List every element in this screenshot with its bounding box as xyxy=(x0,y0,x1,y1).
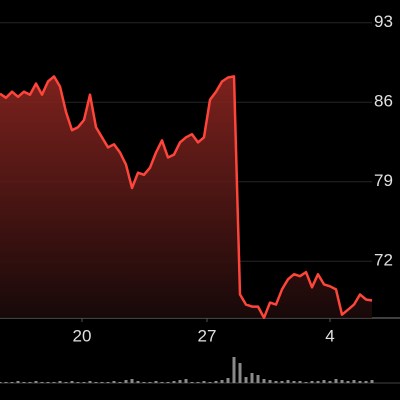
y-tick-label: 79 xyxy=(374,171,393,190)
volume-bar xyxy=(220,380,224,383)
volume-bar xyxy=(46,382,50,383)
volume-bar xyxy=(100,382,104,383)
volume-bar xyxy=(256,375,260,383)
volume-bar xyxy=(106,382,110,383)
volume-bar xyxy=(226,378,230,383)
volume-bar xyxy=(160,382,164,383)
volume-bar xyxy=(268,380,272,383)
volume-bar xyxy=(334,379,338,383)
volume-bar xyxy=(94,382,98,383)
volume-bar xyxy=(112,381,116,383)
volume-bar xyxy=(166,382,170,383)
volume-bar xyxy=(292,381,296,383)
volume-bar xyxy=(88,381,92,383)
volume-bar xyxy=(202,381,206,383)
volume-bar xyxy=(64,382,68,383)
volume-bar xyxy=(22,382,26,383)
volume-bar xyxy=(118,382,122,383)
volume-bar xyxy=(16,381,20,383)
volume-bar xyxy=(172,381,176,383)
volume-bar xyxy=(28,382,32,383)
volume-bar xyxy=(178,380,182,383)
volume-bar xyxy=(196,382,200,383)
x-tick-label: 27 xyxy=(198,326,217,345)
volume-bar xyxy=(130,379,134,383)
volume-bar xyxy=(82,382,86,383)
line xyxy=(0,75,373,320)
volume-bar xyxy=(184,379,188,383)
volume-bar xyxy=(4,382,8,383)
y-tick-label: 93 xyxy=(374,12,393,31)
volume-bar xyxy=(10,382,14,383)
volume-bar xyxy=(316,381,320,383)
volume-bar xyxy=(286,380,290,383)
volume-bar xyxy=(274,381,278,383)
volume-bar xyxy=(340,380,344,383)
volume-bar xyxy=(310,381,314,383)
volume-bar xyxy=(346,381,350,383)
volume-bar xyxy=(70,381,74,383)
volume-bar xyxy=(364,381,368,383)
volume-bar xyxy=(262,379,266,383)
volume-bar xyxy=(34,381,38,383)
area xyxy=(0,76,372,319)
volume-bar xyxy=(76,382,80,383)
volume-bar xyxy=(52,382,56,383)
volume-bar xyxy=(148,382,152,383)
volume-bar xyxy=(124,380,128,383)
volume-bar xyxy=(250,373,254,383)
volume-bar xyxy=(304,382,308,383)
volume-bar xyxy=(244,377,248,383)
volume-bar xyxy=(190,382,194,383)
volume-bar xyxy=(358,381,362,383)
volume-bar xyxy=(136,381,140,383)
volume-bar xyxy=(322,380,326,383)
y-tick-label: 72 xyxy=(374,251,393,270)
volume-bar xyxy=(58,381,62,383)
y-tick-label: 86 xyxy=(374,92,393,111)
volume-bar xyxy=(238,363,242,383)
volume-bar xyxy=(40,382,44,383)
volume-bar xyxy=(352,380,356,383)
x-tick-label: 20 xyxy=(73,326,92,345)
volume-bar xyxy=(154,381,158,383)
volume-bar xyxy=(280,381,284,383)
x-tick-label: 4 xyxy=(325,326,334,345)
volume-bar xyxy=(370,380,374,383)
volume-bar xyxy=(328,381,332,383)
volume-bar xyxy=(298,381,302,383)
volume-bar xyxy=(232,357,236,383)
volume-bar xyxy=(142,382,146,383)
volume-bar xyxy=(0,382,2,383)
volume-bar xyxy=(214,381,218,383)
volume-bar xyxy=(208,382,212,383)
